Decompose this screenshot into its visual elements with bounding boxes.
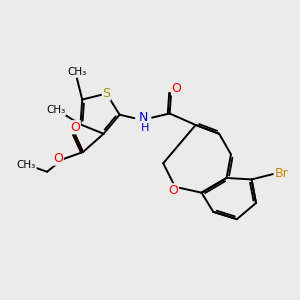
Text: CH₃: CH₃ — [67, 67, 87, 77]
Text: O: O — [70, 121, 80, 134]
Text: O: O — [172, 82, 182, 95]
Text: CH₃: CH₃ — [17, 160, 36, 170]
Text: O: O — [169, 184, 178, 197]
Text: Br: Br — [275, 167, 289, 180]
Text: N: N — [139, 111, 148, 124]
Text: H: H — [140, 123, 149, 133]
Text: CH₃: CH₃ — [46, 105, 65, 115]
Text: S: S — [102, 87, 110, 100]
Text: O: O — [53, 152, 63, 165]
